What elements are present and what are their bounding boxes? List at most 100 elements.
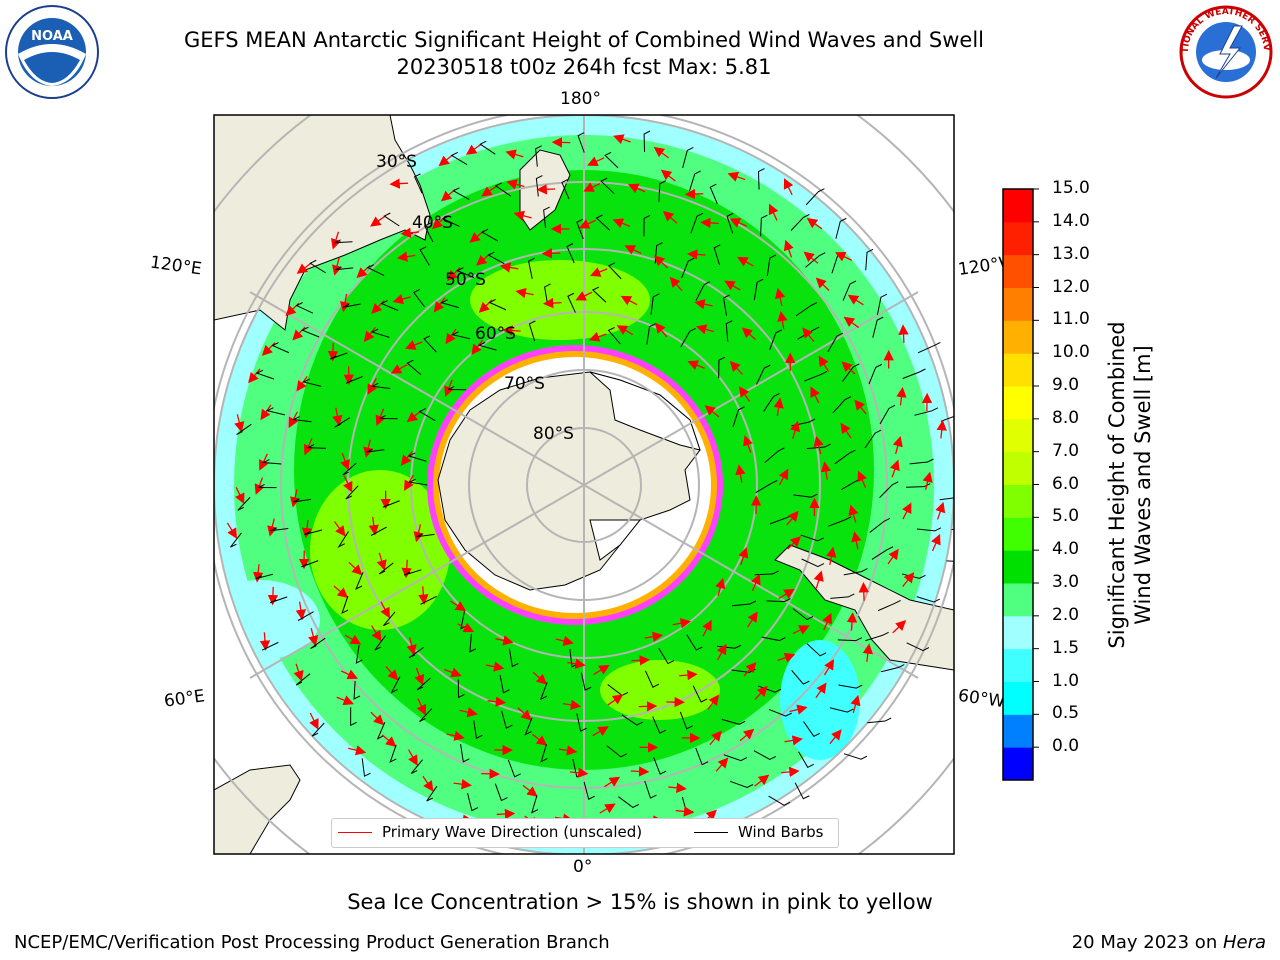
- wind-barb: [753, 278, 764, 301]
- colorbar-tick-label: 1.0: [1052, 670, 1080, 691]
- wind-barb: [524, 717, 533, 736]
- wave-direction-arrow: [616, 325, 634, 336]
- wind-barb: [460, 743, 470, 763]
- wind-barb: [302, 378, 322, 387]
- wind-barb: [645, 670, 660, 688]
- wave-direction-arrow: [234, 414, 245, 433]
- wind-barb: [757, 168, 765, 190]
- colorbar-bin: [1003, 386, 1033, 420]
- footer-machine: Hera: [1222, 932, 1266, 953]
- wind-barb: [413, 173, 423, 194]
- wave-direction-arrow: [754, 774, 770, 787]
- wave-direction-arrow: [784, 735, 803, 746]
- wind-barb: [418, 408, 436, 422]
- colorbar-tick-label: 0.5: [1052, 703, 1080, 724]
- wave-direction-arrow: [433, 297, 446, 313]
- wind-barb: [230, 532, 242, 548]
- wind-barb: [419, 246, 430, 266]
- wind-barb: [540, 744, 548, 763]
- wave-direction-arrow: [892, 620, 907, 634]
- wave-direction-arrow: [303, 438, 314, 456]
- wave-direction-arrow: [694, 299, 713, 310]
- colorbar-bin: [1003, 550, 1033, 584]
- wind-barb: [806, 443, 831, 450]
- wind-barb: [766, 598, 791, 603]
- wave-direction-arrow: [450, 600, 467, 612]
- colorbar-tick-label: 6.0: [1052, 473, 1080, 494]
- wind-barb: [426, 785, 438, 802]
- primary-wave-legend-label: Primary Wave Direction (unscaled): [382, 823, 643, 841]
- wave-direction-arrow: [392, 294, 411, 305]
- wind-barb: [258, 484, 277, 489]
- wave-direction-arrow: [259, 453, 269, 471]
- colorbar-tick-label: 14.0: [1052, 210, 1090, 231]
- wind-barb: [879, 481, 899, 498]
- wave-direction-arrow: [562, 699, 582, 711]
- colorbar-label-line2: Wind Waves and Swell [m]: [1131, 345, 1155, 625]
- wind-barb: [311, 722, 325, 737]
- wave-direction-arrow: [459, 707, 478, 718]
- wind-barb: [341, 595, 349, 615]
- colorbar-tick-label: 0.0: [1052, 736, 1080, 757]
- wind-barb: [378, 562, 394, 575]
- chart-subtitle: 20230518 t00z 264h fcst Max: 5.81: [396, 55, 772, 79]
- wind-barb: [843, 568, 868, 576]
- wave-direction-arrow: [802, 327, 815, 343]
- wind-barb: [865, 631, 889, 642]
- wave-direction-arrow: [898, 324, 909, 343]
- wind-barb: [440, 299, 460, 309]
- wave-direction-arrow: [778, 588, 795, 600]
- wave-direction-arrow: [370, 711, 385, 726]
- wave-direction-arrow: [704, 405, 720, 418]
- wave-direction-arrow: [578, 219, 596, 229]
- wave-direction-arrow: [826, 546, 837, 566]
- wave-direction-arrow: [679, 669, 698, 681]
- wave-direction-arrow: [309, 712, 319, 730]
- wave-direction-arrow: [447, 267, 461, 282]
- wave-direction-arrow: [889, 459, 900, 478]
- wave-direction-arrow: [457, 622, 475, 633]
- wind-barb: [763, 393, 780, 412]
- wind-barb: [879, 404, 896, 425]
- wind-barb: [255, 573, 274, 580]
- wave-direction-arrow: [892, 435, 903, 455]
- wave-direction-arrow: [416, 698, 427, 716]
- colorbar-tick-label: 3.0: [1052, 572, 1080, 592]
- wind-barb: [652, 716, 666, 734]
- svg-text:NOAA: NOAA: [31, 29, 73, 44]
- wind-barb: [355, 645, 363, 664]
- wind-barb: [805, 188, 825, 206]
- wind-barb: [270, 596, 288, 604]
- wind-barb: [473, 720, 483, 739]
- wave-direction-arrow: [848, 504, 859, 523]
- wind-barb: [494, 783, 508, 802]
- wave-direction-arrow: [248, 368, 261, 384]
- wave-direction-arrow: [422, 775, 434, 792]
- wind-barb: [566, 243, 575, 264]
- wind-barb: [690, 212, 704, 234]
- wave-direction-arrow: [348, 561, 363, 576]
- wind-barb: [291, 416, 312, 423]
- wind-barb: [792, 608, 814, 621]
- wind-barb: [709, 183, 718, 204]
- wave-direction-arrow: [367, 378, 377, 395]
- wind-barb: [604, 151, 619, 169]
- wind-barb: [798, 751, 814, 768]
- wind-barb: [374, 635, 386, 651]
- wave-direction-arrow: [612, 218, 631, 229]
- wave-direction-arrow: [862, 643, 874, 662]
- wind-barb: [408, 646, 424, 659]
- wind-barb: [695, 747, 709, 766]
- wind-barb: [456, 267, 475, 279]
- wave-direction-arrow: [777, 652, 796, 663]
- wave-direction-arrow: [469, 230, 485, 243]
- wind-barb: [606, 745, 628, 758]
- wave-direction-arrow: [260, 404, 272, 421]
- wind-barb: [658, 180, 666, 202]
- wave-direction-arrow: [267, 518, 278, 537]
- wave-direction-arrow: [792, 625, 810, 635]
- wind-barb: [350, 707, 357, 727]
- wave-direction-arrow: [675, 806, 695, 817]
- wave-direction-arrow: [267, 586, 279, 606]
- wave-direction-arrow: [593, 664, 610, 676]
